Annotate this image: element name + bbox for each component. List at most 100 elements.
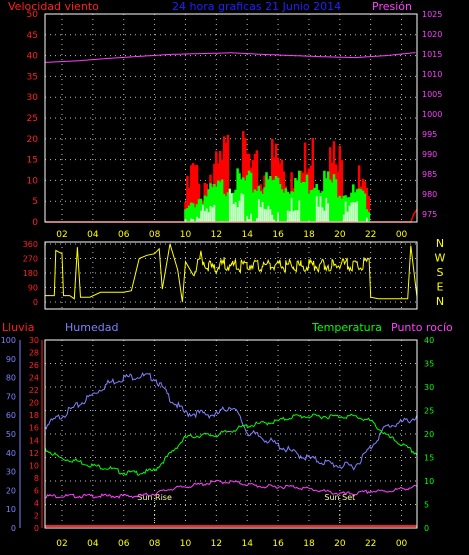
rain-tick-label: 26 [29, 361, 39, 370]
time-tick-label: 16 [272, 230, 284, 240]
humidity-line [44, 371, 418, 471]
time-tick-label: 02 [56, 539, 67, 549]
rain-tick-label: 20 [29, 399, 39, 408]
rain-tick-label: 6 [34, 486, 39, 495]
temperature-tick-label: 15 [424, 454, 434, 463]
time-tick-label: 08 [149, 230, 161, 240]
time-tick-label: 14 [241, 230, 253, 240]
time-tick-label: 12 [211, 230, 222, 240]
direction-marks [45, 243, 418, 303]
wind-tick-label: 10 [27, 176, 39, 186]
pressure-series-label: Presión [372, 0, 412, 13]
pressure-tick-label: 1015 [422, 50, 442, 59]
time-tick-label: 18 [303, 539, 315, 549]
compass-label: N [436, 237, 444, 250]
time-tick-label: 02 [56, 230, 67, 240]
direction-grid [45, 242, 417, 309]
rain-tick-label: 18 [29, 411, 39, 420]
sun-annotations: Sun Rise Sun Set [137, 493, 355, 528]
wind-tick-label: 0 [32, 218, 38, 228]
humidity-tick-label: 40 [6, 449, 16, 458]
time-tick-label: 12 [211, 539, 222, 549]
wind-tick-label: 35 [27, 72, 38, 82]
sun-annotation-label: Sun Set [324, 493, 355, 502]
humidity-tick-label: 100 [1, 336, 16, 345]
time-tick-label: 22 [365, 230, 376, 240]
compass-label: E [437, 281, 444, 294]
time-tick-label: 20 [334, 230, 346, 240]
wind-tick-label: 20 [27, 135, 39, 145]
time-tick-label: 00 [396, 230, 408, 240]
climate-marks [44, 371, 418, 527]
temperature-tick-label: 0 [424, 524, 429, 533]
sun-annotation-label: Sun Rise [137, 493, 172, 502]
direction-line [45, 243, 418, 303]
compass-label: W [435, 252, 446, 265]
temperature-tick-label: 25 [424, 407, 434, 416]
dewpoint-series-label: Punto rocío [391, 321, 453, 334]
rain-tick-label: 2 [34, 511, 39, 520]
climate-time-labels: 02 04 06 08 10 12 14 16 18 20 22 00 [56, 539, 407, 549]
wind-tick-label: 15 [27, 156, 38, 166]
direction-axis-labels: 360 270 180 90 0 [23, 240, 38, 307]
rain-tick-label: 28 [29, 349, 39, 358]
time-tick-label: 18 [303, 230, 315, 240]
wind-tick-label: 25 [27, 114, 38, 124]
direction-tick-label: 360 [23, 240, 38, 249]
direction-tick-label: 180 [23, 269, 38, 278]
rain-tick-label: 0 [34, 524, 39, 533]
wind-tick-label: 5 [32, 197, 38, 207]
time-tick-label: 00 [396, 539, 408, 549]
direction-panel-frame [44, 241, 418, 310]
humidity-tick-label: 80 [6, 374, 16, 383]
time-tick-label: 04 [87, 230, 99, 240]
wind-tick-label: 50 [27, 10, 39, 20]
temperature-axis-labels: 40 35 30 25 20 15 10 5 0 [424, 336, 434, 533]
pressure-tick-label: 985 [422, 170, 437, 179]
rain-tick-label: 24 [29, 374, 39, 383]
pressure-tick-label: 980 [422, 190, 437, 199]
rain-tick-label: 8 [34, 474, 39, 483]
humidity-tick-label: 10 [6, 505, 16, 514]
time-tick-label: 14 [241, 539, 253, 549]
wind-tick-label: 40 [27, 52, 39, 62]
temperature-tick-label: 20 [424, 430, 434, 439]
pressure-line [44, 52, 416, 63]
humidity-tick-label: 20 [6, 486, 16, 495]
time-tick-label: 06 [118, 539, 130, 549]
direction-tick-label: 0 [33, 298, 38, 307]
chart-title: 24 hora graficas 21 Junio 2014 [172, 0, 341, 13]
humidity-tick-label: 90 [6, 355, 16, 364]
time-tick-label: 06 [118, 230, 130, 240]
wind-tick-label: 45 [27, 31, 38, 41]
wind-tick-label: 30 [27, 93, 39, 103]
rain-tick-label: 12 [29, 449, 39, 458]
humidity-tick-label: 30 [6, 468, 16, 477]
climate-panel-frame [44, 339, 418, 529]
temperature-tick-label: 10 [424, 477, 434, 486]
humidity-tick-label: 70 [6, 392, 16, 401]
dewpoint-line [44, 479, 417, 499]
wind-series-label: Velocidad viento [8, 0, 99, 13]
humidity-tick-label: 60 [6, 411, 16, 420]
temperature-series-label: Temperatura [311, 321, 382, 334]
pressure-axis-labels: 1025 1020 1015 1010 1005 1000 995 990 985 980 975 [422, 10, 442, 219]
pressure-tick-label: 1005 [422, 90, 442, 99]
wind-panel-frame [44, 13, 418, 223]
pressure-tick-label: 990 [422, 150, 437, 159]
temperature-tick-label: 35 [424, 360, 434, 369]
rain-tick-label: 30 [29, 336, 39, 345]
pressure-tick-label: 1000 [422, 110, 442, 119]
temperature-tick-label: 5 [424, 501, 429, 510]
rain-tick-label: 22 [29, 386, 39, 395]
rain-tick-label: 4 [34, 499, 39, 508]
pressure-tick-label: 1025 [422, 10, 442, 19]
time-tick-label: 22 [365, 539, 376, 549]
